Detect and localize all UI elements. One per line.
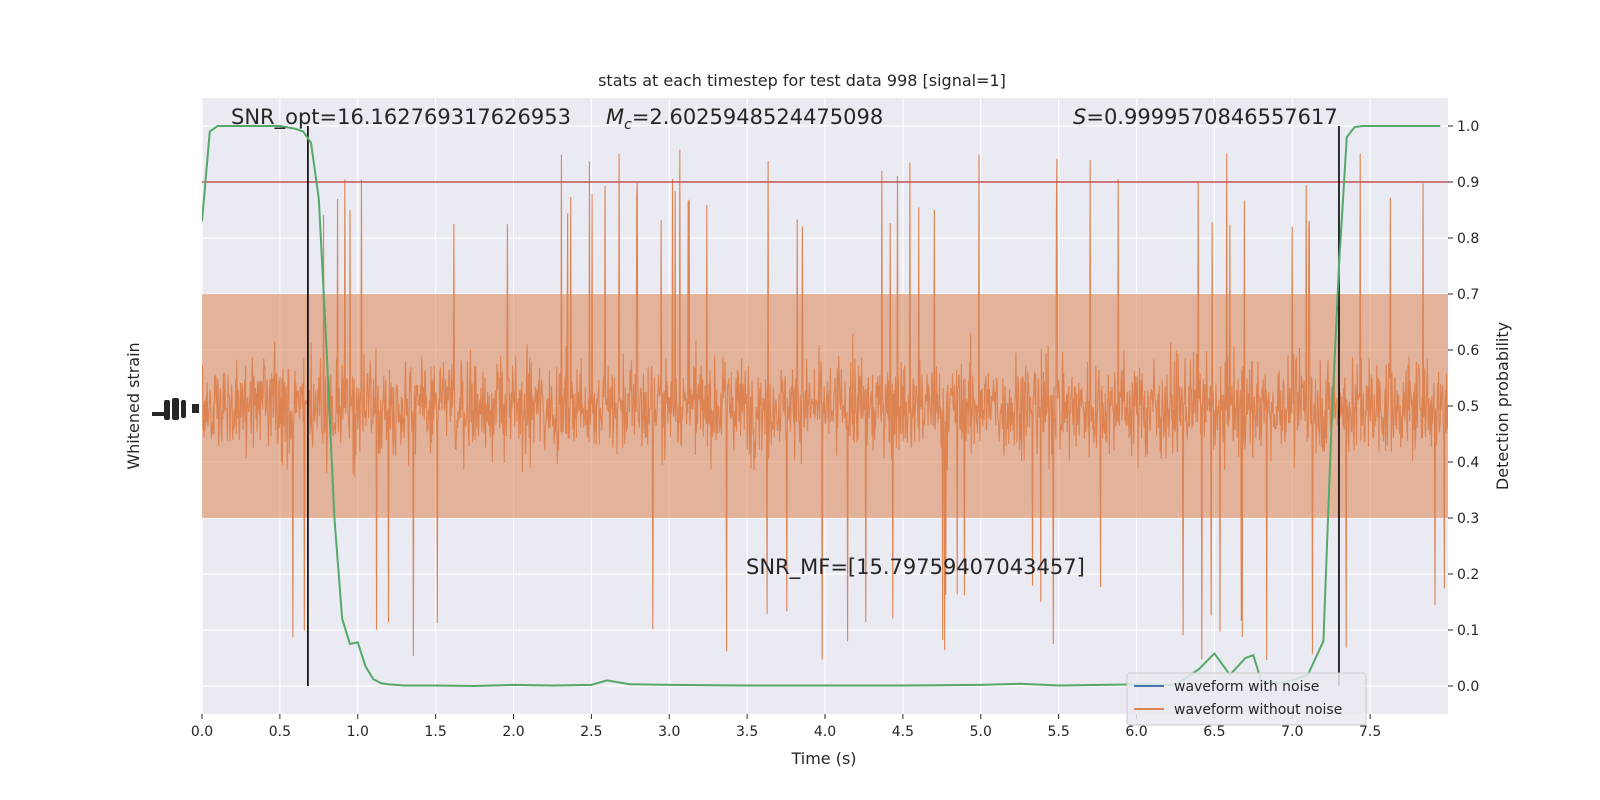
strain-dense-band bbox=[202, 294, 1448, 518]
snr-opt-annotation: SNR_opt=16.162769317626953 bbox=[231, 105, 571, 130]
y-tick-label: 0.4 bbox=[1457, 455, 1479, 471]
mc-subscript: c bbox=[624, 117, 632, 133]
x-tick-label: 1.5 bbox=[424, 724, 446, 740]
detection-probability-line bbox=[202, 125, 1441, 688]
x-tick-label: 2.5 bbox=[580, 724, 602, 740]
y-tick-label: 0.5 bbox=[1457, 399, 1479, 415]
x-tick-label: 0.0 bbox=[191, 724, 213, 740]
x-axis-label: Time (s) bbox=[790, 749, 856, 768]
x-tick-label: 2.0 bbox=[502, 724, 524, 740]
y-tick-label: 0.2 bbox=[1457, 567, 1479, 583]
y-tick-label: 0.8 bbox=[1457, 231, 1479, 247]
s-annotation: S=0.9999570846557617 bbox=[1073, 105, 1338, 129]
chart-title: stats at each timestep for test data 998… bbox=[598, 71, 1006, 90]
y-tick-label: 0.3 bbox=[1457, 511, 1479, 527]
x-tick-label: 4.0 bbox=[814, 724, 836, 740]
strain-series bbox=[202, 149, 1448, 661]
x-tick-label: 5.0 bbox=[970, 724, 992, 740]
x-tick-label: 4.5 bbox=[892, 724, 914, 740]
x-tick-label: 3.5 bbox=[736, 724, 758, 740]
x-tick-label: 1.0 bbox=[347, 724, 369, 740]
legend-label-without-noise: waveform without noise bbox=[1174, 702, 1342, 718]
y-tick-label: 1.0 bbox=[1457, 119, 1479, 135]
y-tick-label: 0.9 bbox=[1457, 175, 1479, 191]
legend-label-with-noise: waveform with noise bbox=[1174, 679, 1319, 695]
x-tick-label: 0.5 bbox=[269, 724, 291, 740]
x-tick-label: 7.5 bbox=[1359, 724, 1381, 740]
y-tick-label: 0.0 bbox=[1457, 679, 1479, 695]
x-axis-ticks: 0.0 0.5 1.0 1.5 2.0 2.5 3.0 3.5 4.0 4.5 5.0 5.5 6.0 6… bbox=[191, 714, 1381, 740]
legend: waveform with noise waveform without noi… bbox=[1126, 672, 1367, 726]
s-value: =0.9999570846557617 bbox=[1086, 105, 1337, 129]
x-tick-label: 3.0 bbox=[658, 724, 680, 740]
mc-value: =2.6025948524475098 bbox=[632, 105, 883, 129]
x-tick-label: 6.5 bbox=[1203, 724, 1225, 740]
y-axis-left-label: Whitened strain bbox=[124, 342, 143, 469]
left-tick-glyph bbox=[152, 398, 199, 420]
y-tick-label: 0.6 bbox=[1457, 343, 1479, 359]
y-tick-label: 0.1 bbox=[1457, 623, 1479, 639]
x-tick-label: 6.0 bbox=[1125, 724, 1147, 740]
legend-box bbox=[1126, 672, 1367, 726]
mc-annotation: Mc=2.6025948524475098 bbox=[606, 105, 883, 133]
x-tick-label: 5.5 bbox=[1047, 724, 1069, 740]
x-tick-label: 7.0 bbox=[1281, 724, 1303, 740]
s-symbol: S bbox=[1073, 105, 1086, 129]
y-axis-right-ticks: 0.0 0.1 0.2 0.3 0.4 0.5 0.6 0.7 0.8 0.9 1.0 bbox=[1448, 119, 1479, 695]
snr-mf-annotation: SNR_MF=[15.797594070434​57] bbox=[746, 555, 1085, 580]
y-axis-right-label: Detection probability bbox=[1493, 322, 1512, 490]
y-tick-label: 0.7 bbox=[1457, 287, 1479, 303]
mc-symbol: M bbox=[606, 105, 624, 129]
